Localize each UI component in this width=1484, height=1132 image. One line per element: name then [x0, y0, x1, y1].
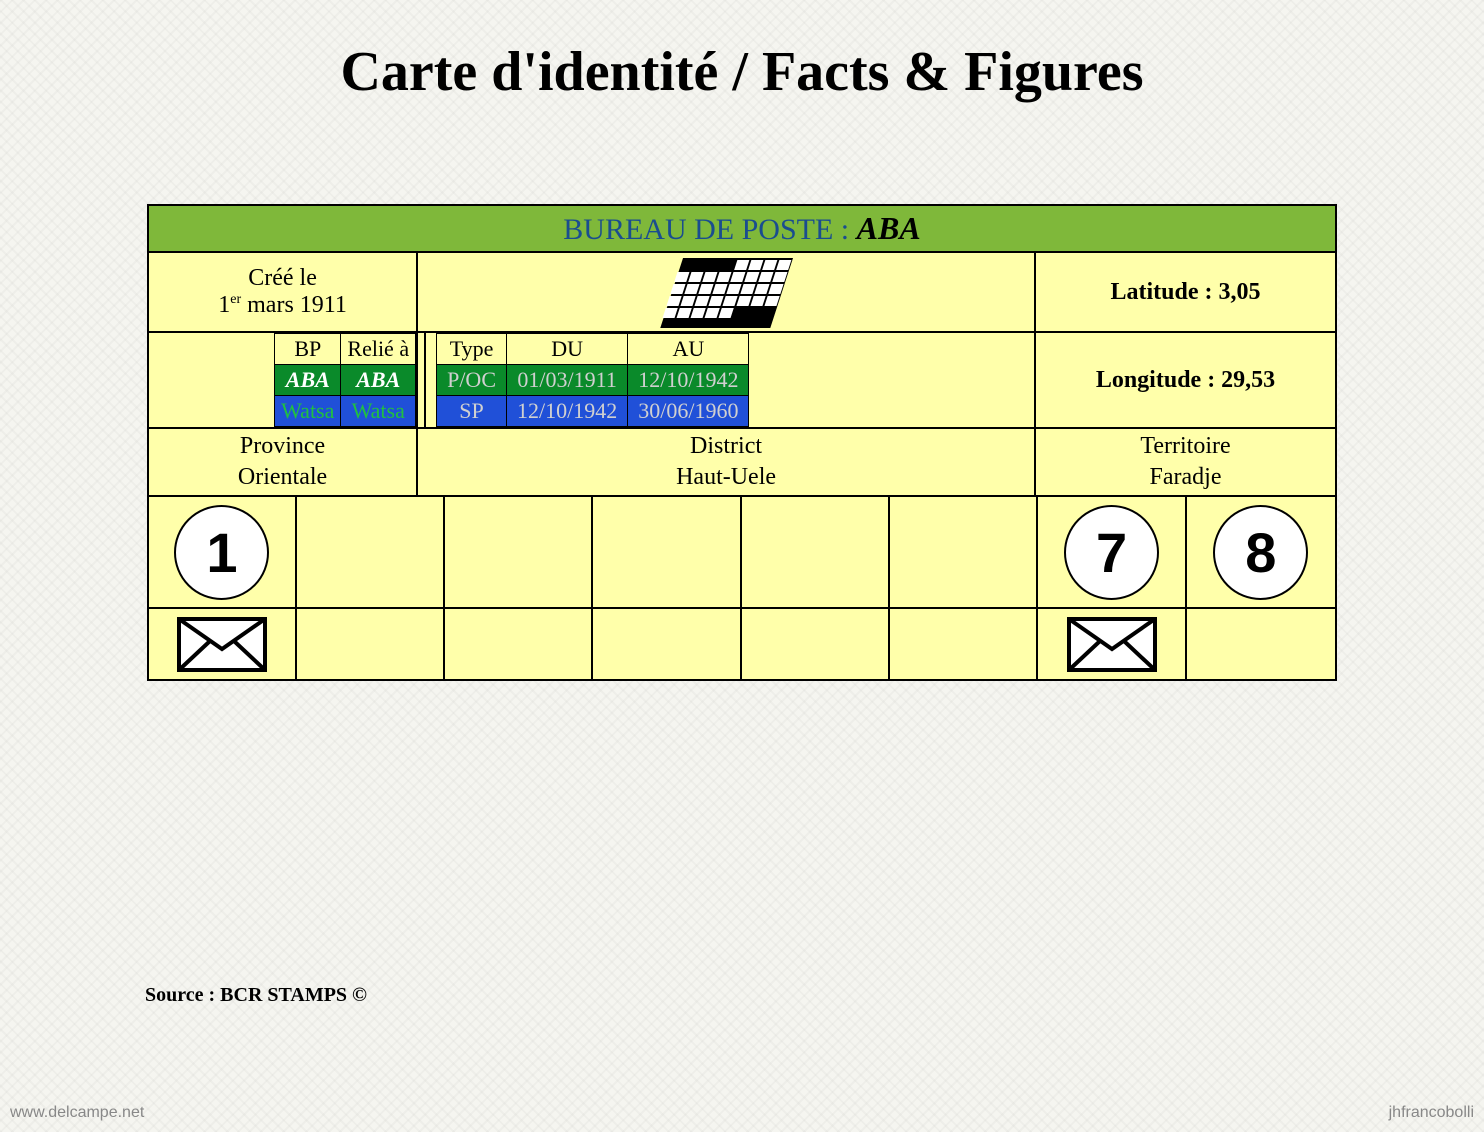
bp-table: BP Relié à ABA ABA Watsa Watsa: [274, 333, 416, 427]
watermark-left: www.delcampe.net: [10, 1104, 144, 1122]
num-cell-1: 1: [149, 497, 297, 607]
territoire-value: Faradje: [1036, 462, 1335, 493]
env-cell-4: [593, 609, 741, 679]
env-cell-2: [297, 609, 445, 679]
longitude-cell: Longitude : 29,53: [1036, 333, 1335, 427]
province-value: Orientale: [149, 462, 416, 493]
du-header: DU: [507, 334, 628, 365]
type-row1-du: 12/10/1942: [507, 396, 628, 427]
num-cell-5: [742, 497, 890, 607]
row-envelopes: [149, 609, 1335, 679]
creation-day: 1: [218, 292, 230, 318]
page-title: Carte d'identité / Facts & Figures: [0, 0, 1484, 204]
bp-table-cell: BP Relié à ABA ABA Watsa Watsa: [149, 333, 418, 427]
num-cell-2: [297, 497, 445, 607]
row-numbers: 1 7 8: [149, 497, 1335, 609]
district-cell: District Haut-Uele: [418, 429, 1036, 495]
creation-date: 1er mars 1911: [157, 292, 408, 319]
num-cell-7: 7: [1038, 497, 1186, 607]
env-cell-6: [890, 609, 1038, 679]
env-cell-5: [742, 609, 890, 679]
number-8: 8: [1213, 505, 1308, 600]
au-header: AU: [628, 334, 749, 365]
num-cell-3: [445, 497, 593, 607]
type-row0-type: P/OC: [437, 365, 507, 396]
env-cell-3: [445, 609, 593, 679]
env-cell-1: [149, 609, 297, 679]
latitude-value: Latitude : 3,05: [1111, 279, 1261, 306]
territoire-cell: Territoire Faradje: [1036, 429, 1335, 495]
relie-header: Relié à: [341, 334, 416, 365]
header-prefix: BUREAU DE POSTE :: [563, 213, 856, 246]
identity-card: BUREAU DE POSTE : ABA Créé le 1er mars 1…: [147, 204, 1337, 681]
env-cell-7: [1038, 609, 1186, 679]
district-label: District: [418, 431, 1034, 462]
province-cell: Province Orientale: [149, 429, 418, 495]
number-7: 7: [1064, 505, 1159, 600]
type-row1-au: 30/06/1960: [628, 396, 749, 427]
type-row1-type: SP: [437, 396, 507, 427]
type-table: Type DU AU P/OC 01/03/1911 12/10/1942 SP…: [436, 333, 749, 427]
bp-row0-relie: ABA: [341, 365, 416, 396]
num-cell-4: [593, 497, 741, 607]
bp-row1-relie: Watsa: [341, 396, 416, 427]
num-cell-6: [890, 497, 1038, 607]
row-tables: BP Relié à ABA ABA Watsa Watsa Type DU: [149, 333, 1335, 429]
latitude-cell: Latitude : 3,05: [1036, 253, 1335, 331]
type-header: Type: [437, 334, 507, 365]
calendar-cell: [418, 253, 1036, 331]
source-text: Source : BCR STAMPS ©: [145, 984, 367, 1007]
type-table-cell: Type DU AU P/OC 01/03/1911 12/10/1942 SP…: [426, 333, 1036, 427]
province-label: Province: [149, 431, 416, 462]
header-bar: BUREAU DE POSTE : ABA: [149, 206, 1335, 253]
district-value: Haut-Uele: [418, 462, 1034, 493]
type-row0-au: 12/10/1942: [628, 365, 749, 396]
num-cell-8: 8: [1187, 497, 1335, 607]
calendar-icon: [656, 255, 796, 330]
creation-label: Créé le: [157, 265, 408, 292]
longitude-value: Longitude : 29,53: [1096, 367, 1275, 394]
number-1: 1: [174, 505, 269, 600]
envelope-icon: [1067, 617, 1157, 672]
row-location: Province Orientale District Haut-Uele Te…: [149, 429, 1335, 497]
creation-cell: Créé le 1er mars 1911: [149, 253, 418, 331]
territoire-label: Territoire: [1036, 431, 1335, 462]
bp-row0-bp: ABA: [275, 365, 341, 396]
separator: [418, 333, 426, 427]
header-name: ABA: [857, 210, 921, 246]
bp-header: BP: [275, 334, 341, 365]
envelope-icon: [177, 617, 267, 672]
row-creation: Créé le 1er mars 1911: [149, 253, 1335, 333]
type-row0-du: 01/03/1911: [507, 365, 628, 396]
creation-super: er: [230, 292, 241, 307]
creation-rest: mars 1911: [241, 292, 347, 318]
watermark-right: jhfrancobolli: [1389, 1104, 1474, 1122]
bp-row1-bp: Watsa: [275, 396, 341, 427]
env-cell-8: [1187, 609, 1335, 679]
